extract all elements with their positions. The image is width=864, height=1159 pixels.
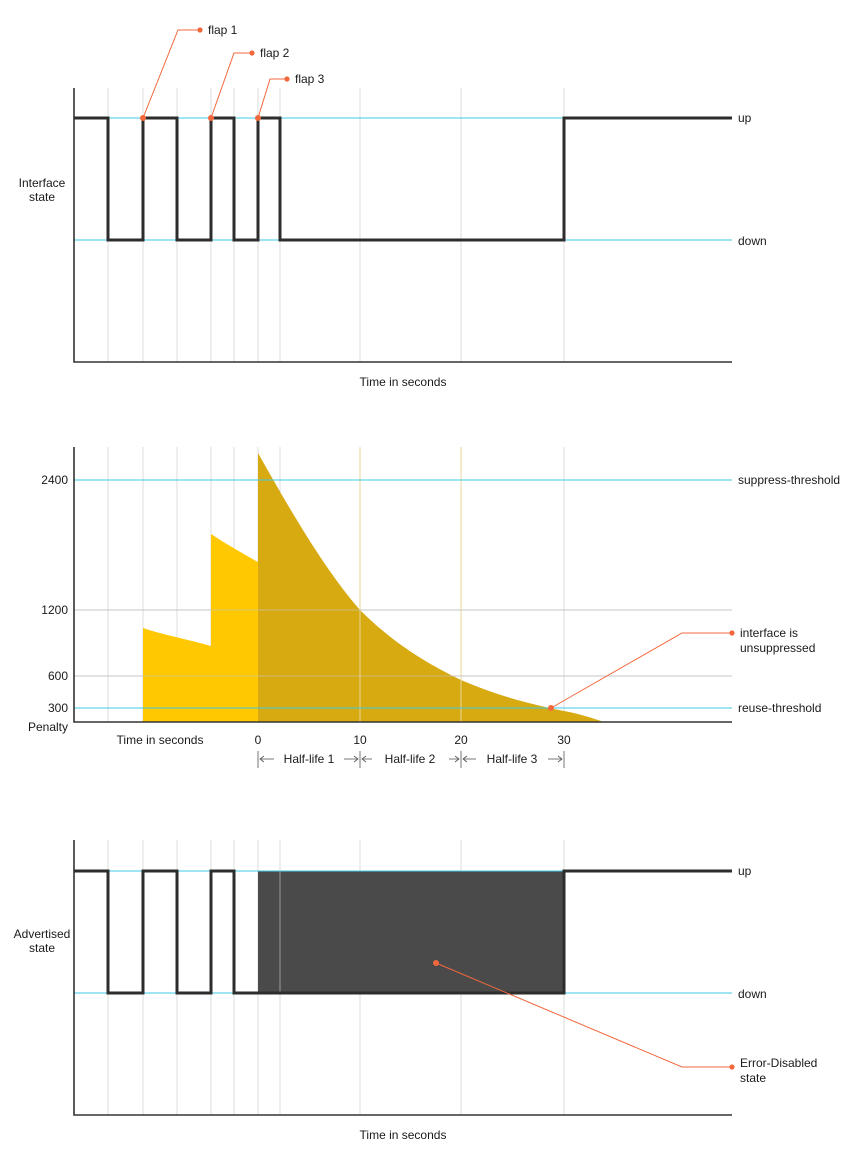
panel3-up-label: up (738, 864, 752, 878)
error-disabled-label-line2: state (740, 1071, 766, 1085)
panel3-down-label: down (738, 987, 767, 1001)
y-tick-1200: 1200 (41, 603, 68, 617)
x-tick-30: 30 (557, 733, 571, 747)
panel3-xlabel: Time in seconds (360, 1128, 447, 1142)
flap-1-callout: flap 1 (140, 23, 238, 121)
reuse-threshold-label: reuse-threshold (738, 701, 821, 715)
panel1-xlabel: Time in seconds (360, 375, 447, 389)
x-tick-10: 10 (353, 733, 367, 747)
advertised-state-panel: Advertised state up down Time in seconds… (14, 840, 817, 1142)
panel1-down-label: down (738, 234, 767, 248)
unsuppressed-callout: interface is unsuppressed (548, 626, 815, 711)
panel1-ylabel-line2: state (29, 190, 55, 204)
interface-state-signal (74, 116, 732, 242)
x-tick-20: 20 (454, 733, 468, 747)
penalty-decay-area (258, 453, 604, 722)
interface-state-panel: Interface state up down Time in seconds … (19, 23, 767, 389)
y-tick-300: 300 (48, 701, 68, 715)
panel2-xlabel: Time in seconds (117, 733, 204, 747)
half-life-3-label: Half-life 3 (487, 752, 538, 766)
advertised-state-signal (74, 869, 732, 995)
half-life-2-label: Half-life 2 (385, 752, 436, 766)
panel1-up-label: up (738, 111, 752, 125)
panel1-axes (73, 88, 732, 363)
flap-2-label: flap 2 (260, 46, 290, 60)
unsuppressed-label-line1: interface is (740, 626, 798, 640)
half-life-markers: Half-life 1 Half-life 2 Half-life 3 (257, 751, 565, 768)
panel2-axes (73, 447, 732, 723)
error-disabled-callout: Error-Disabled state (433, 960, 817, 1085)
error-disabled-label-line1: Error-Disabled (740, 1056, 817, 1070)
unsuppressed-label-line2: unsuppressed (740, 641, 815, 655)
panel3-axes (73, 840, 732, 1116)
panel3-ylabel-line1: Advertised (14, 927, 71, 941)
half-life-1-label: Half-life 1 (284, 752, 335, 766)
x-tick-0: 0 (255, 733, 262, 747)
panel2-ylabel: Penalty (28, 720, 68, 734)
panel3-ylabel-line2: state (29, 941, 55, 955)
flap-3-callout: flap 3 (255, 72, 325, 121)
y-tick-600: 600 (48, 669, 68, 683)
penalty-area-flap-1 (143, 628, 211, 722)
y-tick-2400: 2400 (41, 473, 68, 487)
penalty-area-flap-2 (211, 534, 258, 722)
flap-3-label: flap 3 (295, 72, 325, 86)
suppress-threshold-label: suppress-threshold (738, 473, 840, 487)
flap-1-label: flap 1 (208, 23, 238, 37)
penalty-panel: 2400 1200 600 300 Penalty Time in second… (28, 447, 840, 768)
error-disabled-region (258, 871, 564, 993)
panel1-ylabel-line1: Interface (19, 176, 66, 190)
flap-2-callout: flap 2 (208, 46, 290, 121)
